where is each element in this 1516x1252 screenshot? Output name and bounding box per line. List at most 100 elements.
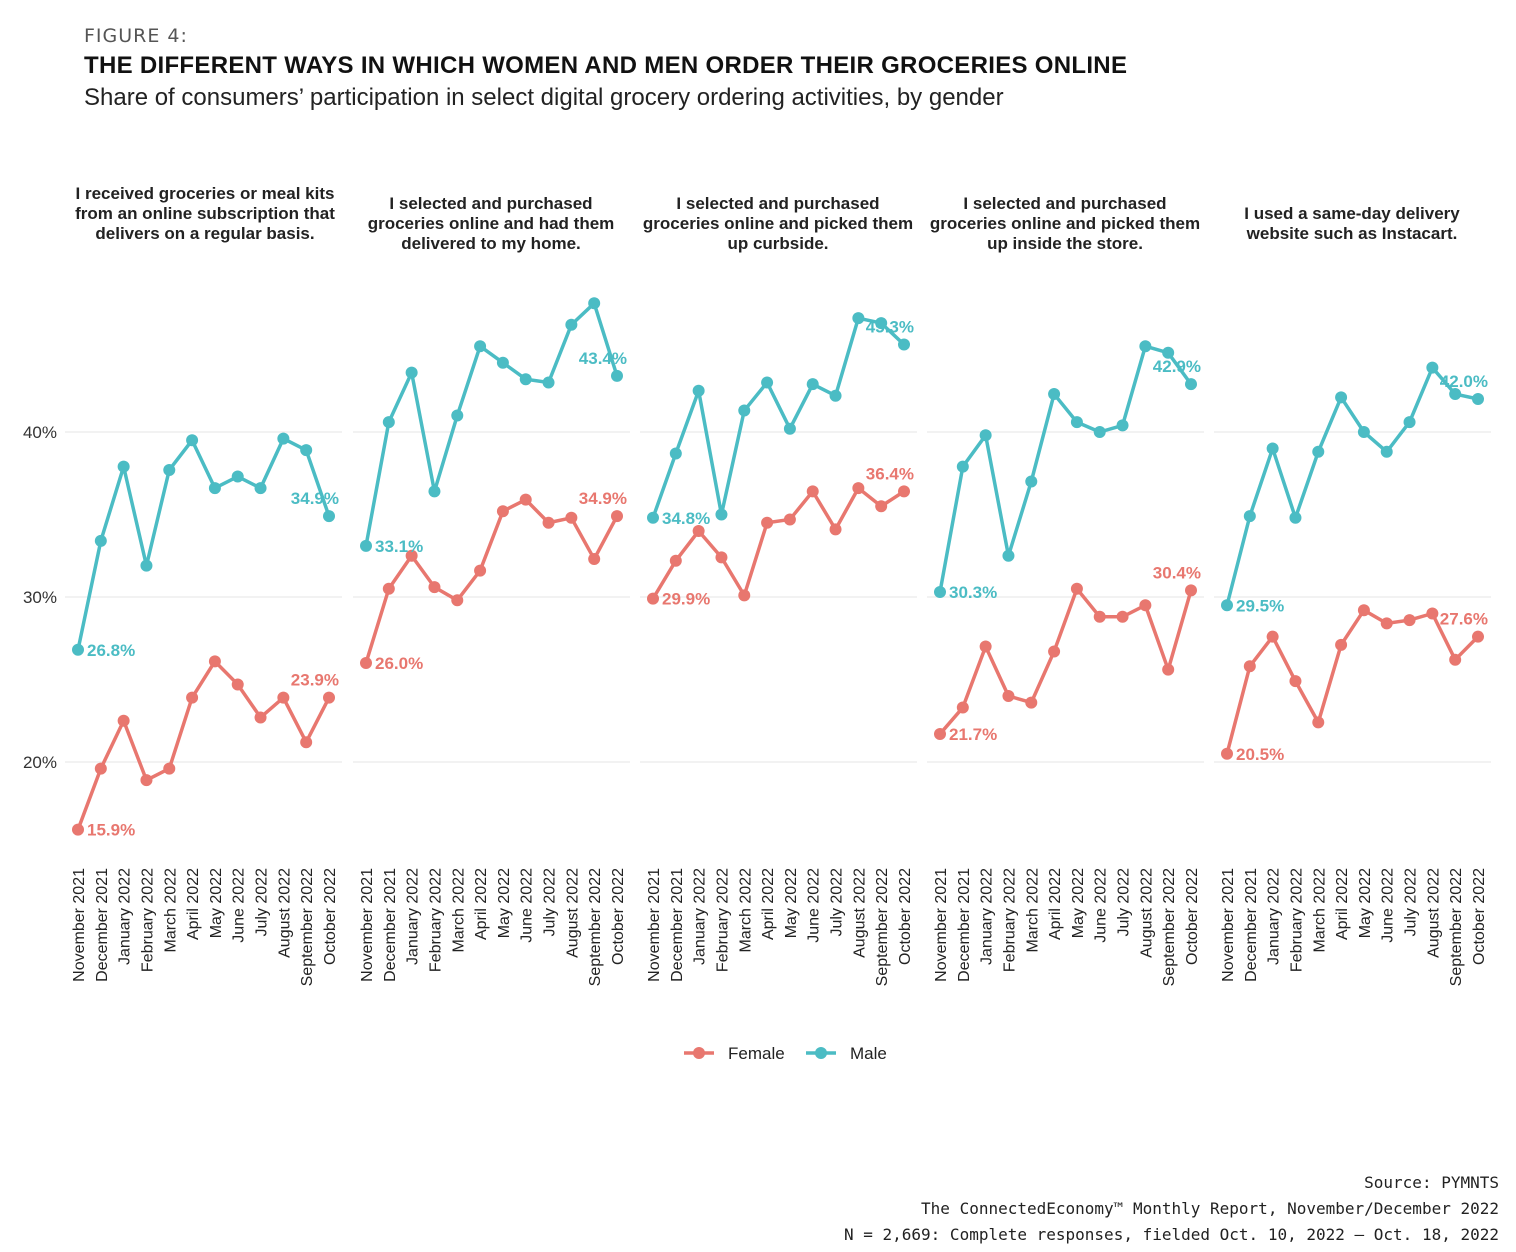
data-point-female [829,523,842,536]
data-point-female [382,582,395,595]
x-tick-label: February 2022 [427,868,444,972]
data-point-female [1002,690,1015,702]
data-point-male [451,409,464,422]
data-point-male [474,340,487,353]
data-point-male [647,511,659,524]
data-label: 43.4% [579,349,627,368]
legend-label-male: Male [850,1044,887,1063]
data-point-female [1357,604,1370,617]
x-tick-label: May 2022 [783,868,800,938]
data-point-female [428,581,441,594]
data-point-male [1243,510,1256,523]
panel-title-3: I selected and purchased groceries onlin… [642,194,914,253]
data-label: 23.9% [291,671,339,690]
data-point-female [1025,696,1038,709]
data-point-male [669,447,682,460]
x-tick-label: January 2022 [979,868,996,965]
data-point-female [323,691,335,704]
data-point-male [1221,599,1233,612]
x-tick-label: March 2022 [450,868,467,953]
data-point-female [208,655,221,668]
x-tick-label: July 2022 [542,868,559,937]
x-tick-label: April 2022 [185,868,202,940]
x-tick-label: August 2022 [1138,868,1155,958]
data-point-female [360,657,372,669]
data-point-male [186,434,199,447]
data-label: 30.4% [1153,563,1201,582]
data-point-male [1472,393,1484,405]
x-tick-label: February 2022 [139,868,156,972]
data-point-female [565,511,578,524]
x-tick-label: October 2022 [322,868,339,965]
y-tick-label: 40% [23,423,57,442]
data-point-male [1449,388,1462,401]
data-point-female [1380,617,1393,630]
data-point-male [738,404,751,417]
data-point-female [451,594,464,607]
x-tick-label: January 2022 [692,868,709,965]
x-tick-label: December 2021 [1243,868,1260,982]
data-point-male [519,373,532,386]
data-point-female [1116,610,1129,623]
data-point-male [496,356,509,369]
legend-label-female: Female [728,1044,785,1063]
data-point-female [1403,614,1416,627]
panel-title-1: I received groceries or meal kits from a… [75,184,335,243]
data-point-male [382,416,395,429]
data-point-female [738,589,751,602]
data-point-female [1266,630,1279,643]
x-tick-label: May 2022 [496,868,513,938]
source-line: Source: PYMNTS [1364,1173,1499,1192]
data-point-female [1472,630,1484,643]
data-point-female [852,482,865,495]
x-tick-label: July 2022 [829,868,846,937]
x-tick-label: December 2021 [956,868,973,982]
data-point-male [300,444,313,457]
x-tick-label: October 2022 [897,868,914,965]
data-point-female [806,485,819,498]
data-point-male [208,482,221,495]
data-point-male [140,559,153,572]
x-tick-label: October 2022 [1184,868,1201,965]
data-point-male [72,643,84,656]
series-line-male [1225,365,1479,606]
data-point-male [428,485,441,498]
series-line-female [1225,608,1480,755]
x-tick-label: February 2022 [714,868,731,972]
data-label: 21.7% [949,725,997,744]
x-tick-label: November 2021 [646,868,663,982]
data-point-female [1289,675,1302,688]
series-line-female [76,659,331,831]
data-point-male [715,508,728,521]
y-tick-label: 30% [23,588,57,607]
data-point-female [474,564,487,577]
data-point-male [934,586,946,599]
data-point-male [806,378,819,391]
data-point-female [1426,607,1439,620]
data-point-male [1002,549,1015,562]
panel-title-5: I used a same-day delivery website such … [1244,204,1460,243]
data-point-male [852,312,865,325]
x-tick-label: April 2022 [760,868,777,940]
data-point-male [542,376,555,389]
data-point-female [956,701,969,714]
x-tick-label: August 2022 [564,868,581,958]
data-label: 45.3% [866,318,914,337]
x-tick-label: October 2022 [1471,868,1488,965]
data-point-female [1139,599,1152,612]
data-point-female [231,678,244,691]
x-tick-label: November 2021 [1220,868,1237,982]
data-point-female [715,551,728,564]
data-point-female [140,774,153,787]
data-point-female [1221,747,1233,760]
data-point-male [360,539,372,552]
data-point-female [979,640,992,653]
x-tick-label: May 2022 [1357,868,1374,938]
x-tick-label: November 2021 [359,868,376,982]
data-point-male [163,463,176,476]
data-point-male [1139,340,1152,353]
data-point-female [94,762,107,775]
data-point-male [1093,426,1106,438]
data-point-male [323,510,335,523]
data-point-female [898,485,910,498]
